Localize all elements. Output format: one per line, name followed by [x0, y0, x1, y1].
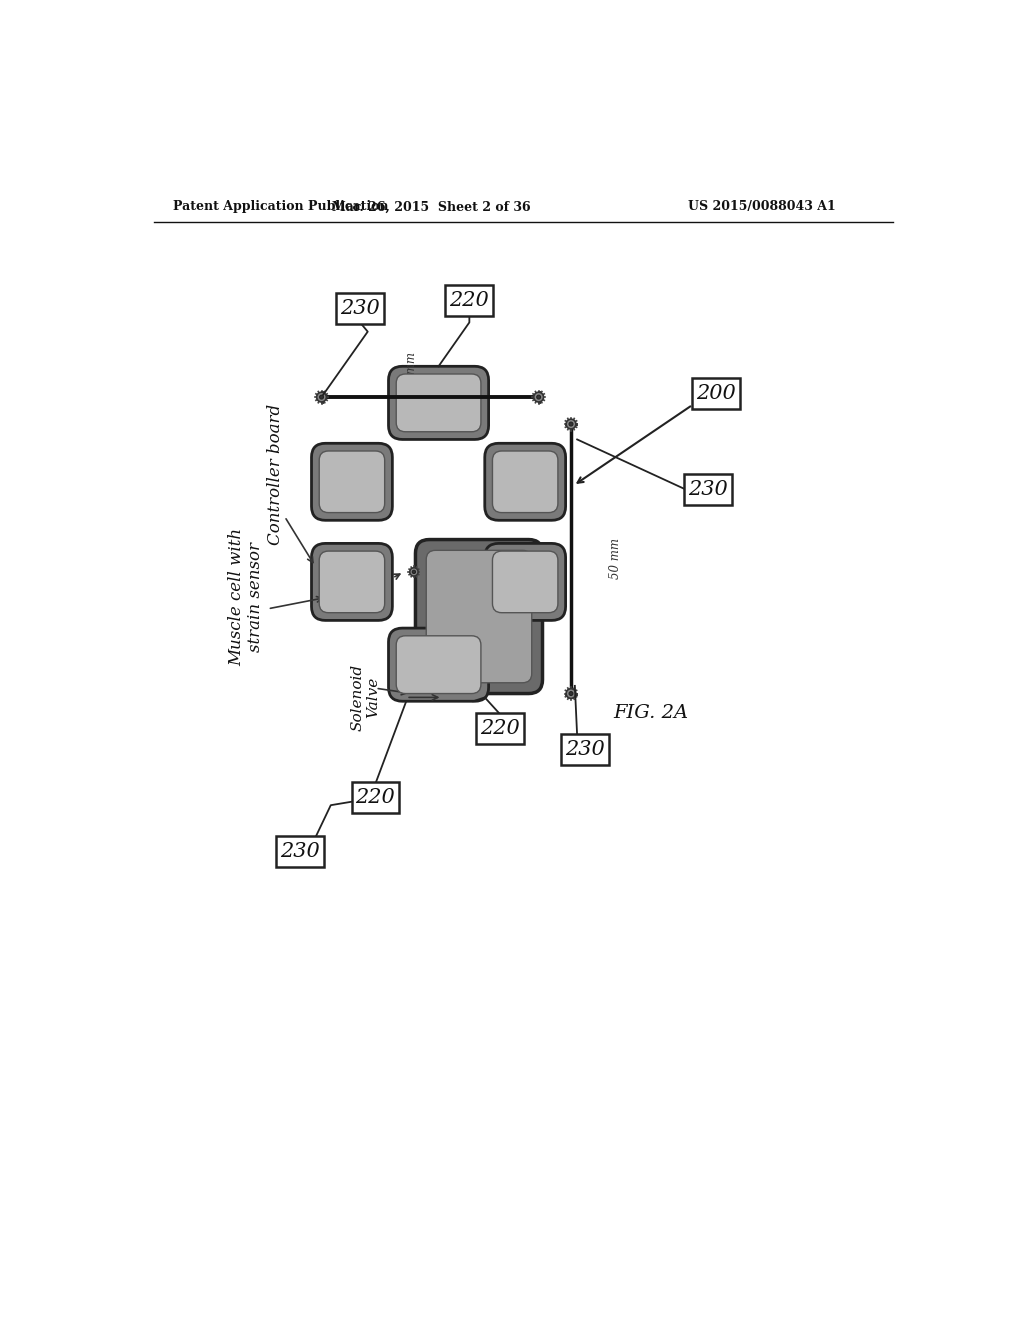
FancyBboxPatch shape: [311, 544, 392, 620]
Circle shape: [566, 689, 575, 698]
Text: 220: 220: [355, 788, 395, 807]
Text: 230: 230: [281, 842, 319, 861]
FancyBboxPatch shape: [476, 713, 524, 743]
Circle shape: [534, 392, 544, 403]
FancyBboxPatch shape: [484, 544, 565, 620]
FancyBboxPatch shape: [445, 285, 494, 317]
Text: Muscle cell with
strain sensor: Muscle cell with strain sensor: [227, 528, 264, 667]
Text: Controller board: Controller board: [267, 404, 284, 545]
Text: FIG. 2A: FIG. 2A: [613, 704, 688, 722]
FancyBboxPatch shape: [388, 367, 488, 440]
Text: 230: 230: [688, 480, 728, 499]
FancyBboxPatch shape: [561, 734, 608, 766]
FancyBboxPatch shape: [426, 550, 531, 682]
Text: 220: 220: [480, 718, 520, 738]
Text: 220: 220: [450, 292, 489, 310]
FancyBboxPatch shape: [351, 781, 399, 813]
FancyBboxPatch shape: [319, 451, 385, 512]
Circle shape: [413, 570, 416, 574]
FancyBboxPatch shape: [684, 474, 732, 506]
Circle shape: [569, 692, 573, 696]
Circle shape: [316, 392, 327, 403]
Circle shape: [537, 395, 541, 399]
Circle shape: [566, 420, 575, 429]
FancyBboxPatch shape: [396, 636, 481, 693]
Circle shape: [410, 568, 418, 576]
FancyBboxPatch shape: [336, 293, 384, 323]
Circle shape: [319, 395, 324, 399]
FancyBboxPatch shape: [692, 378, 739, 409]
Text: US 2015/0088043 A1: US 2015/0088043 A1: [688, 201, 836, 214]
FancyBboxPatch shape: [493, 451, 558, 512]
Circle shape: [569, 422, 573, 426]
FancyBboxPatch shape: [396, 374, 481, 432]
FancyBboxPatch shape: [388, 628, 488, 701]
Text: Solenoid
Valve: Solenoid Valve: [350, 664, 381, 731]
Text: 230: 230: [565, 741, 605, 759]
Text: 55 mm: 55 mm: [406, 352, 418, 393]
Text: 50 mm: 50 mm: [609, 539, 623, 579]
Text: 230: 230: [340, 300, 380, 318]
FancyBboxPatch shape: [493, 552, 558, 612]
FancyBboxPatch shape: [276, 836, 324, 867]
Text: 200: 200: [696, 384, 735, 403]
Text: Patent Application Publication: Patent Application Publication: [173, 201, 388, 214]
FancyBboxPatch shape: [311, 444, 392, 520]
FancyBboxPatch shape: [319, 552, 385, 612]
Text: Mar. 26, 2015  Sheet 2 of 36: Mar. 26, 2015 Sheet 2 of 36: [332, 201, 530, 214]
FancyBboxPatch shape: [416, 540, 543, 693]
FancyBboxPatch shape: [484, 444, 565, 520]
